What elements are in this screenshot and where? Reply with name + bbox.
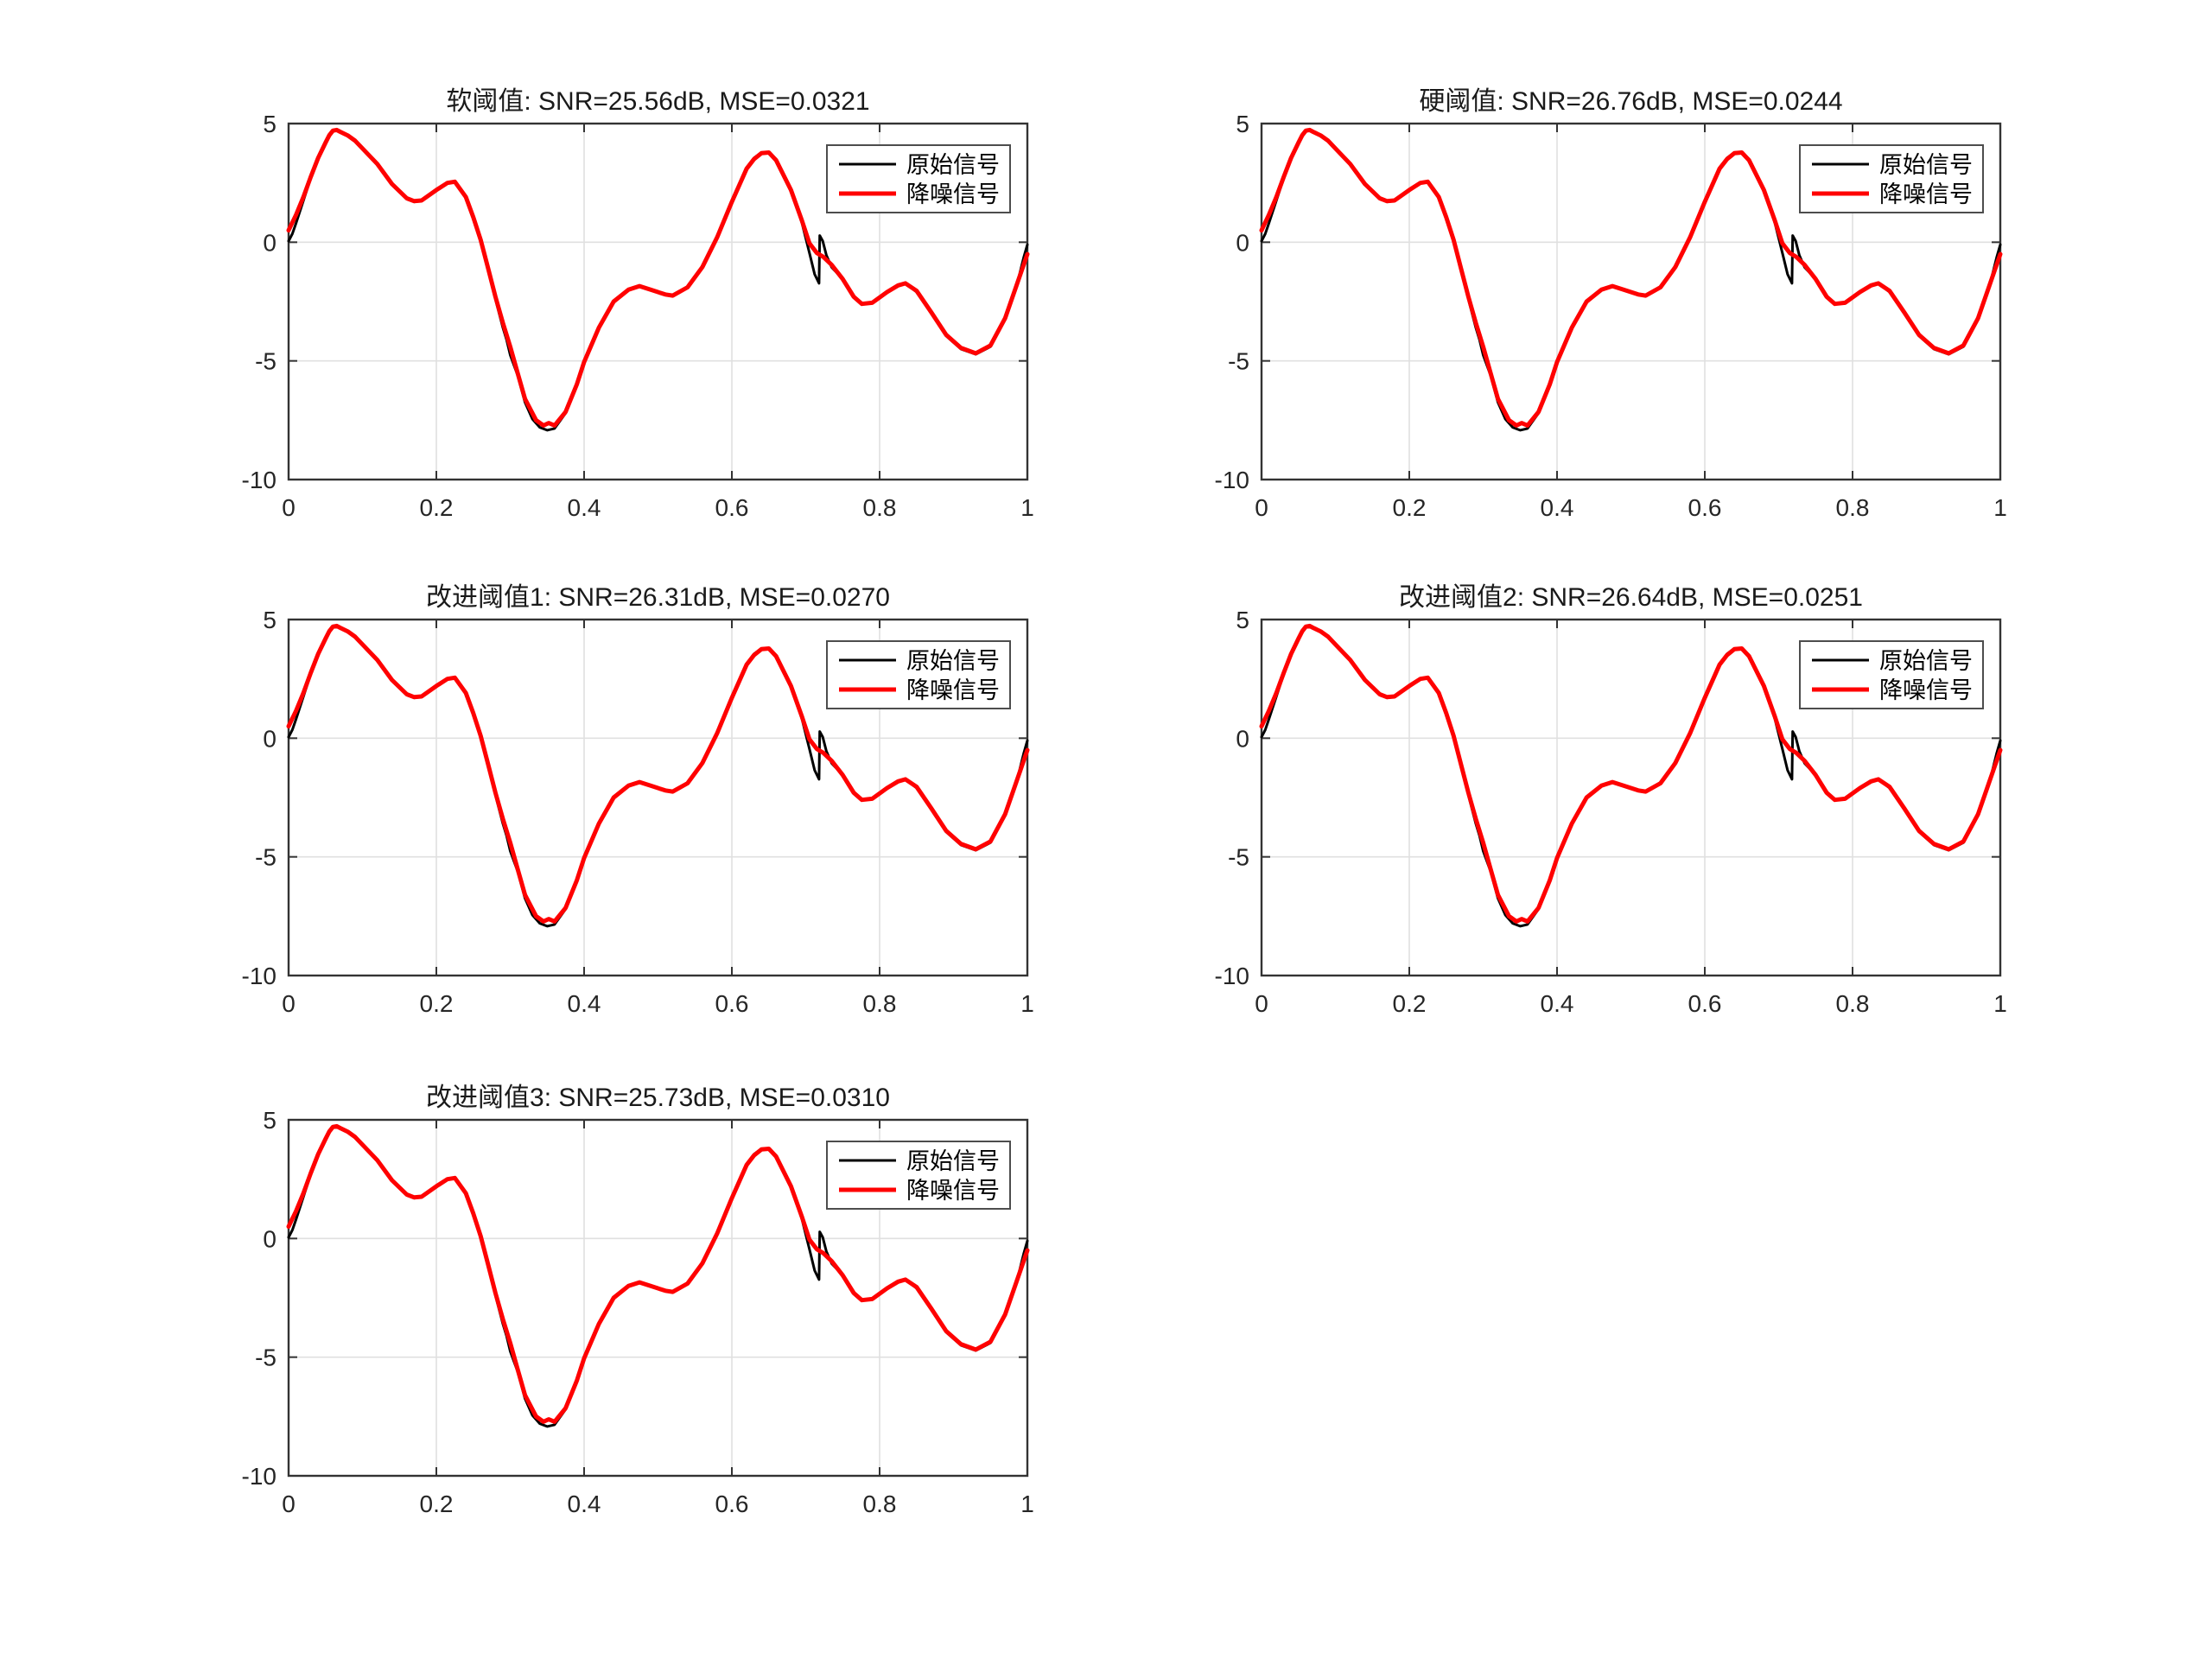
- x-tick-label: 1: [1993, 494, 2007, 521]
- series-line-denoised: [286, 127, 1030, 428]
- x-tick-label: 0.8: [863, 990, 897, 1017]
- axes-border: [287, 618, 1029, 977]
- legend-label-denoised: 降噪信号: [1879, 677, 1973, 703]
- x-tick-label: 0.6: [1688, 494, 1722, 521]
- series-line-denoised: [1259, 623, 2003, 924]
- y-tick-label: 0: [263, 1225, 276, 1252]
- legend-box: [1799, 144, 1984, 213]
- subplot-5-改进阈值3: 0 0.2 0.4 0.6 0.8 1 5 0 -5 -10 改进阈值3: SNR=25.73dB,…: [242, 1084, 1034, 1517]
- axes-border: [1260, 122, 2002, 481]
- x-tick-label: 0.2: [1393, 990, 1427, 1017]
- axes-border: [1260, 618, 2002, 977]
- y-tick-label: 0: [1236, 725, 1249, 752]
- legend-label-original: 原始信号: [906, 1148, 1000, 1174]
- y-tick-label: -5: [255, 844, 276, 871]
- series-line-denoised: [286, 623, 1030, 924]
- x-tick-label: 0.6: [715, 494, 749, 521]
- x-tick-label: 0.4: [1541, 990, 1574, 1017]
- x-tick-label: 0.2: [1393, 494, 1427, 521]
- x-tick-label: 0.4: [568, 1491, 601, 1517]
- x-tick-label: 0.8: [1836, 494, 1870, 521]
- subplot-title: 改进阈值1: SNR=26.31dB, MSE=0.0270: [426, 583, 890, 612]
- legend-label-original: 原始信号: [1879, 152, 1973, 178]
- x-tick-label: 0.2: [420, 494, 454, 521]
- x-tick-label: 0: [282, 1491, 296, 1517]
- x-tick-label: 0.6: [1688, 990, 1722, 1017]
- x-tick-label: 0.2: [420, 990, 454, 1017]
- legend-label-denoised: 降噪信号: [906, 677, 1000, 703]
- series-line-denoised: [286, 1123, 1030, 1424]
- x-tick-label: 0.4: [568, 494, 601, 521]
- subplot-title: 改进阈值3: SNR=25.73dB, MSE=0.0310: [426, 1084, 890, 1112]
- x-tick-label: 0.8: [863, 1491, 897, 1517]
- y-tick-label: 5: [1236, 111, 1249, 137]
- x-tick-label: 1: [1020, 990, 1034, 1017]
- x-tick-label: 0.8: [863, 494, 897, 521]
- y-tick-label: -10: [242, 963, 276, 989]
- x-tick-label: 0.8: [1836, 990, 1870, 1017]
- subplot-4-改进阈值2: 0 0.2 0.4 0.6 0.8 1 5 0 -5 -10 改进阈值2: SNR=26.64dB,…: [1215, 583, 2007, 1017]
- legend-box: [826, 640, 1011, 709]
- legend-label-original: 原始信号: [1879, 648, 1973, 674]
- legend-label-original: 原始信号: [906, 152, 1000, 178]
- x-tick-label: 0.4: [1541, 494, 1574, 521]
- x-tick-label: 0.2: [420, 1491, 454, 1517]
- subplot-3-改进阈值1: 0 0.2 0.4 0.6 0.8 1 5 0 -5 -10 改进阈值1: SNR=26.31dB,…: [242, 583, 1034, 1017]
- series-line-denoised: [1259, 127, 2003, 428]
- legend-label-denoised: 降噪信号: [906, 181, 1000, 207]
- y-tick-label: -5: [1228, 348, 1249, 375]
- subplot-title: 硬阈值: SNR=26.76dB, MSE=0.0244: [1419, 87, 1842, 116]
- x-tick-label: 0: [1255, 494, 1268, 521]
- x-tick-label: 0.6: [715, 1491, 749, 1517]
- y-tick-label: 0: [263, 229, 276, 256]
- axes-border: [287, 122, 1029, 481]
- x-tick-label: 0.4: [568, 990, 601, 1017]
- legend-box: [826, 144, 1011, 213]
- y-tick-label: -5: [1228, 844, 1249, 871]
- x-tick-label: 1: [1020, 1491, 1034, 1517]
- y-tick-label: -5: [255, 348, 276, 375]
- y-tick-label: -10: [242, 467, 276, 493]
- x-tick-label: 0.6: [715, 990, 749, 1017]
- y-tick-label: 5: [1236, 607, 1249, 633]
- legend-box: [826, 1141, 1011, 1210]
- legend-label-original: 原始信号: [906, 648, 1000, 674]
- x-tick-label: 1: [1020, 494, 1034, 521]
- subplot-title: 改进阈值2: SNR=26.64dB, MSE=0.0251: [1399, 583, 1863, 612]
- y-tick-label: -10: [1215, 963, 1249, 989]
- x-tick-label: 0: [282, 494, 296, 521]
- y-tick-label: 0: [1236, 229, 1249, 256]
- y-tick-label: -10: [1215, 467, 1249, 493]
- x-tick-label: 0: [282, 990, 296, 1017]
- subplot-title: 软阈值: SNR=25.56dB, MSE=0.0321: [446, 87, 869, 116]
- subplot-1-软阈值: 0 0.2 0.4 0.6 0.8 1 5 0 -5 -10 软阈值: SNR=25.56dB, M…: [242, 87, 1034, 521]
- legend-label-denoised: 降噪信号: [1879, 181, 1973, 207]
- y-tick-label: 0: [263, 725, 276, 752]
- y-tick-label: -10: [242, 1463, 276, 1490]
- y-tick-label: 5: [263, 607, 276, 633]
- y-tick-label: 5: [263, 1107, 276, 1134]
- legend-label-denoised: 降噪信号: [906, 1178, 1000, 1204]
- y-tick-label: -5: [255, 1344, 276, 1371]
- subplot-2-硬阈值: 0 0.2 0.4 0.6 0.8 1 5 0 -5 -10 硬阈值: SNR=26.76dB, M…: [1215, 87, 2007, 521]
- y-tick-label: 5: [263, 111, 276, 137]
- axes-border: [287, 1118, 1029, 1478]
- x-tick-label: 0: [1255, 990, 1268, 1017]
- x-tick-label: 1: [1993, 990, 2007, 1017]
- legend-box: [1799, 640, 1984, 709]
